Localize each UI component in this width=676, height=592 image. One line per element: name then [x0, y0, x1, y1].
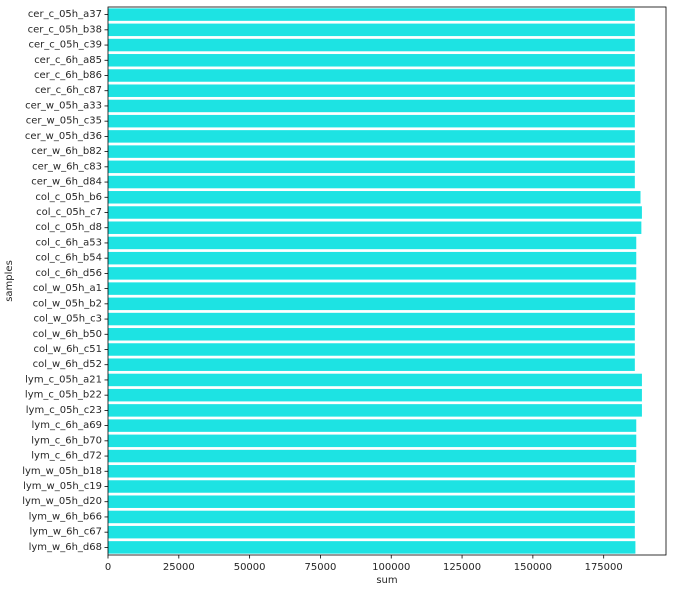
- bar-lym_c_6h_d72: [108, 449, 637, 463]
- y-tick-label: lym_c_6h_d72: [31, 451, 102, 462]
- y-tick-label: lym_w_05h_c19: [23, 481, 102, 492]
- y-tick-label: col_c_05h_b6: [35, 192, 102, 203]
- y-tick-label: col_c_6h_a53: [36, 237, 102, 248]
- bar-cer_c_6h_c87: [108, 84, 635, 97]
- bar-cer_c_05h_b38: [108, 23, 635, 37]
- bar-col_w_05h_a1: [108, 282, 636, 295]
- x-tick-label: 175000: [585, 562, 623, 573]
- y-axis-label: samples: [4, 260, 15, 302]
- y-tick-label: lym_c_6h_b70: [31, 435, 102, 446]
- y-tick-label: col_w_05h_a1: [33, 283, 102, 294]
- y-tick-label: col_w_6h_b50: [33, 329, 102, 340]
- bar-col_w_05h_c3: [108, 312, 635, 326]
- y-tick-label: lym_w_6h_d68: [29, 542, 102, 553]
- x-tick-label: 50000: [234, 562, 266, 573]
- bar-col_c_6h_b54: [108, 251, 637, 265]
- y-tick-label: cer_w_6h_c83: [32, 161, 102, 172]
- x-tick-label: 125000: [443, 562, 481, 573]
- x-tick-labels: 0 25000 50000 75000 100000 125000 150000 175000: [105, 555, 623, 573]
- bar-lym_c_05h_b22: [108, 388, 642, 402]
- y-tick-label: col_c_6h_d56: [35, 268, 102, 279]
- bar-col_c_6h_a53: [108, 236, 637, 250]
- y-tick-label: cer_c_6h_b86: [34, 70, 102, 81]
- y-tick-label: cer_w_05h_a33: [25, 100, 102, 111]
- bars-group: [108, 8, 642, 554]
- bar-cer_c_6h_b86: [108, 69, 635, 82]
- bar-cer_w_05h_a33: [108, 99, 635, 113]
- y-tick-label: cer_w_6h_b82: [31, 146, 102, 157]
- bar-cer_w_6h_c83: [108, 160, 635, 174]
- bar-cer_w_05h_d36: [108, 130, 635, 143]
- bar-col_w_6h_b50: [108, 328, 635, 341]
- bar-lym_w_05h_b18: [108, 465, 635, 478]
- y-tick-label: lym_c_05h_c23: [26, 405, 102, 416]
- bar-cer_c_6h_a85: [108, 54, 635, 67]
- y-tick-label: cer_c_05h_a37: [28, 9, 102, 20]
- bar-cer_w_05h_c35: [108, 114, 635, 128]
- bar-cer_c_05h_c39: [108, 38, 635, 52]
- y-tick-label: cer_c_6h_a85: [34, 55, 102, 66]
- y-tick-label: lym_c_05h_a21: [25, 374, 102, 385]
- bar-cer_w_6h_d84: [108, 175, 635, 189]
- x-tick-label: 25000: [163, 562, 195, 573]
- y-tick-label: cer_w_6h_d84: [31, 177, 102, 188]
- axes-frame: [107, 6, 667, 556]
- y-tick-label: col_w_6h_c51: [34, 344, 103, 355]
- y-tick-label: cer_c_05h_c39: [28, 40, 102, 51]
- y-tick-label: cer_w_05h_d36: [25, 131, 102, 142]
- x-tick-label: 0: [105, 562, 111, 573]
- bar-lym_c_6h_a69: [108, 419, 637, 432]
- y-tick-label: lym_w_05h_b18: [22, 466, 102, 477]
- bar-cer_w_6h_b82: [108, 145, 635, 158]
- bar-lym_w_05h_c19: [108, 480, 635, 493]
- y-tick-label: cer_c_6h_c87: [35, 85, 102, 96]
- y-tick-label: cer_w_05h_c35: [26, 116, 102, 127]
- x-tick-label: 150000: [514, 562, 552, 573]
- bar-col_c_6h_d56: [108, 267, 637, 280]
- y-tick-label: lym_c_05h_b22: [25, 390, 102, 401]
- y-tick-label: col_c_05h_d8: [35, 222, 102, 233]
- bar-lym_w_6h_b66: [108, 510, 635, 524]
- bar-lym_w_6h_d68: [108, 541, 636, 554]
- bar-col_c_05h_c7: [108, 206, 642, 219]
- bar-lym_c_05h_c23: [108, 404, 642, 417]
- y-tick-label: col_c_05h_c7: [36, 207, 102, 218]
- bar-cer_c_05h_a37: [108, 8, 635, 21]
- bar-lym_w_05h_d20: [108, 495, 635, 508]
- y-tick-label: col_w_05h_c3: [34, 314, 103, 325]
- y-tick-label: lym_w_6h_c67: [29, 527, 102, 538]
- y-tick-label: col_c_6h_b54: [35, 253, 102, 264]
- bar-col_w_6h_c51: [108, 343, 635, 356]
- bar-col_w_6h_d52: [108, 358, 635, 371]
- y-tick-label: lym_w_05h_d20: [22, 496, 102, 507]
- y-tick-label: lym_c_6h_a69: [32, 420, 103, 431]
- y-tick-labels: cer_c_05h_a37 cer_c_05h_b38 cer_c_05h_c39c…: [22, 9, 108, 553]
- y-tick-label: col_w_6h_d52: [33, 359, 102, 370]
- bar-lym_c_6h_b70: [108, 434, 637, 448]
- y-tick-label: col_w_05h_b2: [33, 298, 102, 309]
- x-tick-label: 75000: [305, 562, 337, 573]
- bar-lym_c_05h_a21: [108, 373, 642, 387]
- bar-col_c_05h_b6: [108, 191, 641, 204]
- x-axis-label: sum: [376, 575, 397, 586]
- bar-col_c_05h_d8: [108, 221, 642, 234]
- y-tick-label: cer_c_05h_b38: [28, 24, 102, 35]
- bar-col_w_05h_b2: [108, 297, 635, 311]
- x-tick-label: 100000: [372, 562, 410, 573]
- y-tick-label: lym_w_6h_b66: [29, 511, 102, 522]
- bar-lym_w_6h_c67: [108, 525, 635, 539]
